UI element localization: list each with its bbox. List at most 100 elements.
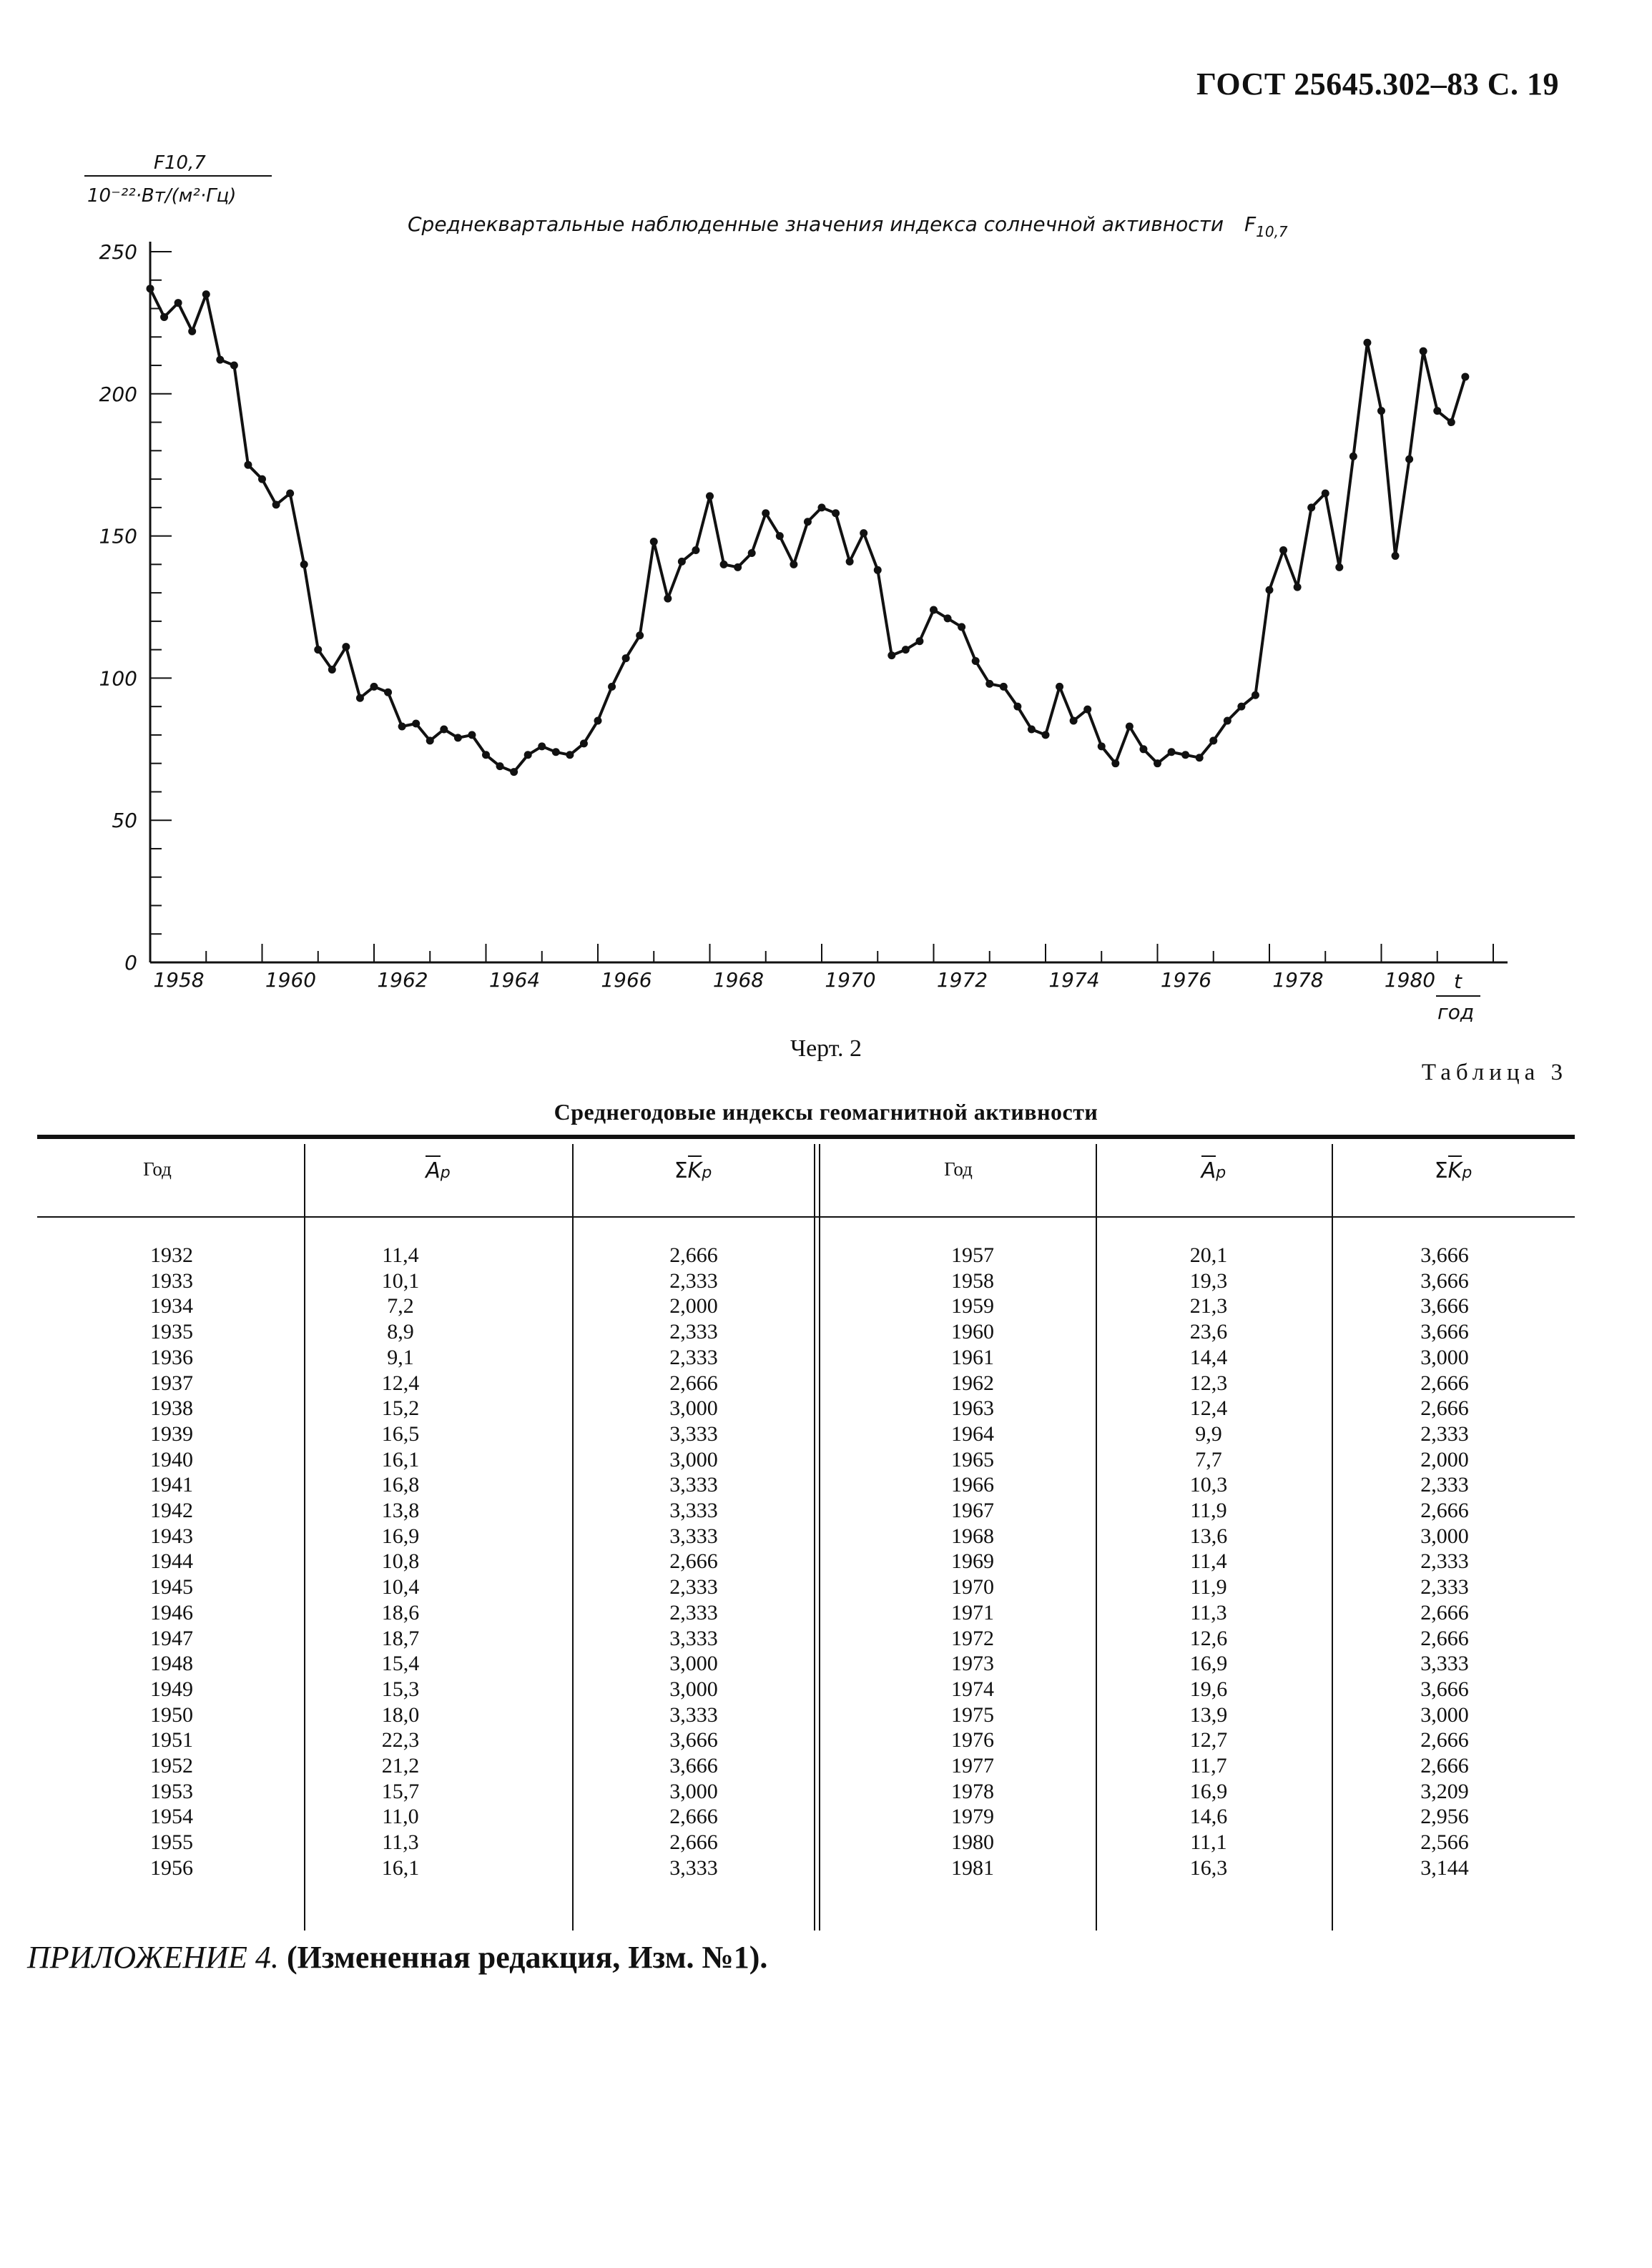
header-ap-right: Ap: [1096, 1155, 1332, 1183]
cell-kp: 2,666: [1420, 1626, 1469, 1650]
cell-ap: 12,4: [1189, 1396, 1228, 1421]
cell-year: 1941: [150, 1473, 193, 1497]
cell-ap: 14,6: [1189, 1805, 1228, 1829]
cell-year: 1970: [951, 1575, 994, 1599]
cell-kp: 2,566: [1420, 1830, 1469, 1855]
cell-ap: 11,3: [1190, 1600, 1227, 1624]
cell-year: 1964: [951, 1421, 994, 1446]
cell-ap: 23,6: [1189, 1320, 1228, 1344]
data-point: [636, 631, 644, 640]
series-line: [149, 287, 1467, 774]
cell-year: 1955: [150, 1830, 193, 1855]
cell-kp: 3,000: [669, 1677, 718, 1701]
data-point: [1069, 716, 1078, 725]
data-point: [272, 501, 280, 509]
chart-title-symbol-sub: 10,7: [1256, 223, 1288, 240]
solar-activity-chart: 0 50 100 150 200 250 1958 1960 1962 1964 1966 1968…: [84, 152, 1508, 1024]
cell-ap: 20,1: [1189, 1243, 1228, 1267]
data-point: [621, 654, 630, 663]
page-header: ГОСТ 25645.302–83 С. 19: [1196, 66, 1559, 102]
data-point: [943, 614, 952, 623]
data-point: [1279, 546, 1288, 554]
table-number: Таблица 3: [1421, 1060, 1568, 1085]
data-point: [482, 751, 490, 759]
cell-ap: 16,9: [1189, 1652, 1228, 1676]
cell-year: 1971: [951, 1600, 994, 1624]
cell-ap: 18,0: [381, 1702, 420, 1727]
x-tick-label: 1964: [489, 968, 540, 992]
cell-ap: 16,5: [381, 1421, 420, 1446]
data-point: [244, 460, 252, 469]
cell-kp: 3,666: [1420, 1320, 1469, 1344]
data-point: [1083, 705, 1092, 714]
cell-year: 1966: [951, 1473, 994, 1497]
cell-ap: 11,4: [382, 1243, 419, 1267]
data-point: [510, 768, 518, 776]
data-point: [468, 731, 476, 739]
data-point: [1027, 725, 1036, 734]
data-point: [1097, 742, 1106, 751]
data-point: [216, 355, 225, 364]
cell-kp: 2,333: [1420, 1549, 1469, 1574]
cell-ap: 16,9: [1189, 1779, 1228, 1803]
data-point: [1041, 731, 1050, 739]
kp-sub: p: [702, 1164, 712, 1182]
x-tick-label: 1980: [1385, 968, 1435, 992]
cell-year: 1950: [150, 1702, 193, 1727]
data-point: [174, 299, 182, 307]
data-point: [1447, 418, 1455, 427]
chart-axes: [149, 242, 1508, 964]
data-point: [1111, 759, 1120, 768]
cell-kp: 2,666: [1420, 1728, 1469, 1752]
x-tick-label: 1972: [937, 968, 988, 992]
cell-ap: 11,1: [1190, 1830, 1227, 1855]
cell-kp: 3,000: [669, 1779, 718, 1803]
x-tick-label: 1978: [1272, 968, 1323, 992]
cell-year: 1962: [951, 1371, 994, 1395]
data-point: [146, 285, 154, 293]
kp-prefix: Σ: [1434, 1158, 1448, 1183]
x-tick-label: 1966: [601, 968, 652, 992]
data-point: [817, 503, 826, 512]
cell-kp: 3,000: [1420, 1524, 1469, 1548]
data-point: [971, 657, 980, 666]
data-point: [692, 546, 700, 554]
table-top-rule: [37, 1135, 1575, 1139]
x-tick-label: 1976: [1161, 968, 1211, 992]
table-title: Среднегодовые индексы геомагнитной актив…: [554, 1099, 1098, 1125]
x-tick-label: 1962: [377, 968, 428, 992]
cell-ap: 21,3: [1189, 1294, 1228, 1318]
data-point: [300, 560, 308, 568]
cell-kp: 3,333: [669, 1524, 718, 1548]
cell-year: 1976: [951, 1728, 994, 1752]
cell-kp: 3,333: [669, 1421, 718, 1446]
y-tick-label: 50: [112, 809, 137, 832]
data-point: [1223, 716, 1231, 725]
ap-symbol: A: [426, 1158, 441, 1183]
cell-ap: 11,4: [1190, 1549, 1227, 1574]
cell-kp: 3,666: [669, 1728, 718, 1752]
header-year-right: Год: [944, 1158, 973, 1180]
cell-ap: 16,9: [381, 1524, 420, 1548]
cell-kp: 2,333: [669, 1320, 718, 1344]
cell-kp: 3,666: [1420, 1243, 1469, 1267]
cell-ap: 16,1: [381, 1855, 420, 1880]
data-point: [1419, 347, 1427, 355]
chart-title: Среднеквартальные наблюденные значения и…: [408, 212, 1288, 240]
data-point: [719, 560, 728, 568]
cell-kp: 2,333: [1420, 1473, 1469, 1497]
data-point: [426, 736, 434, 745]
data-point: [1391, 551, 1400, 560]
cell-year: 1974: [951, 1677, 994, 1701]
cell-ap: 15,4: [381, 1652, 420, 1676]
x-axis-label-bottom: год: [1437, 1000, 1474, 1024]
cell-kp: 2,000: [1420, 1447, 1469, 1471]
cell-kp: 3,333: [669, 1626, 718, 1650]
data-point: [1209, 736, 1218, 745]
cell-year: 1934: [150, 1294, 193, 1318]
appendix-label: ПРИЛОЖЕНИЕ 4.: [27, 1940, 279, 1975]
cell-ap: 10,4: [381, 1575, 420, 1599]
data-point: [1195, 754, 1204, 762]
data-point: [566, 751, 574, 759]
data-point: [1013, 702, 1022, 711]
